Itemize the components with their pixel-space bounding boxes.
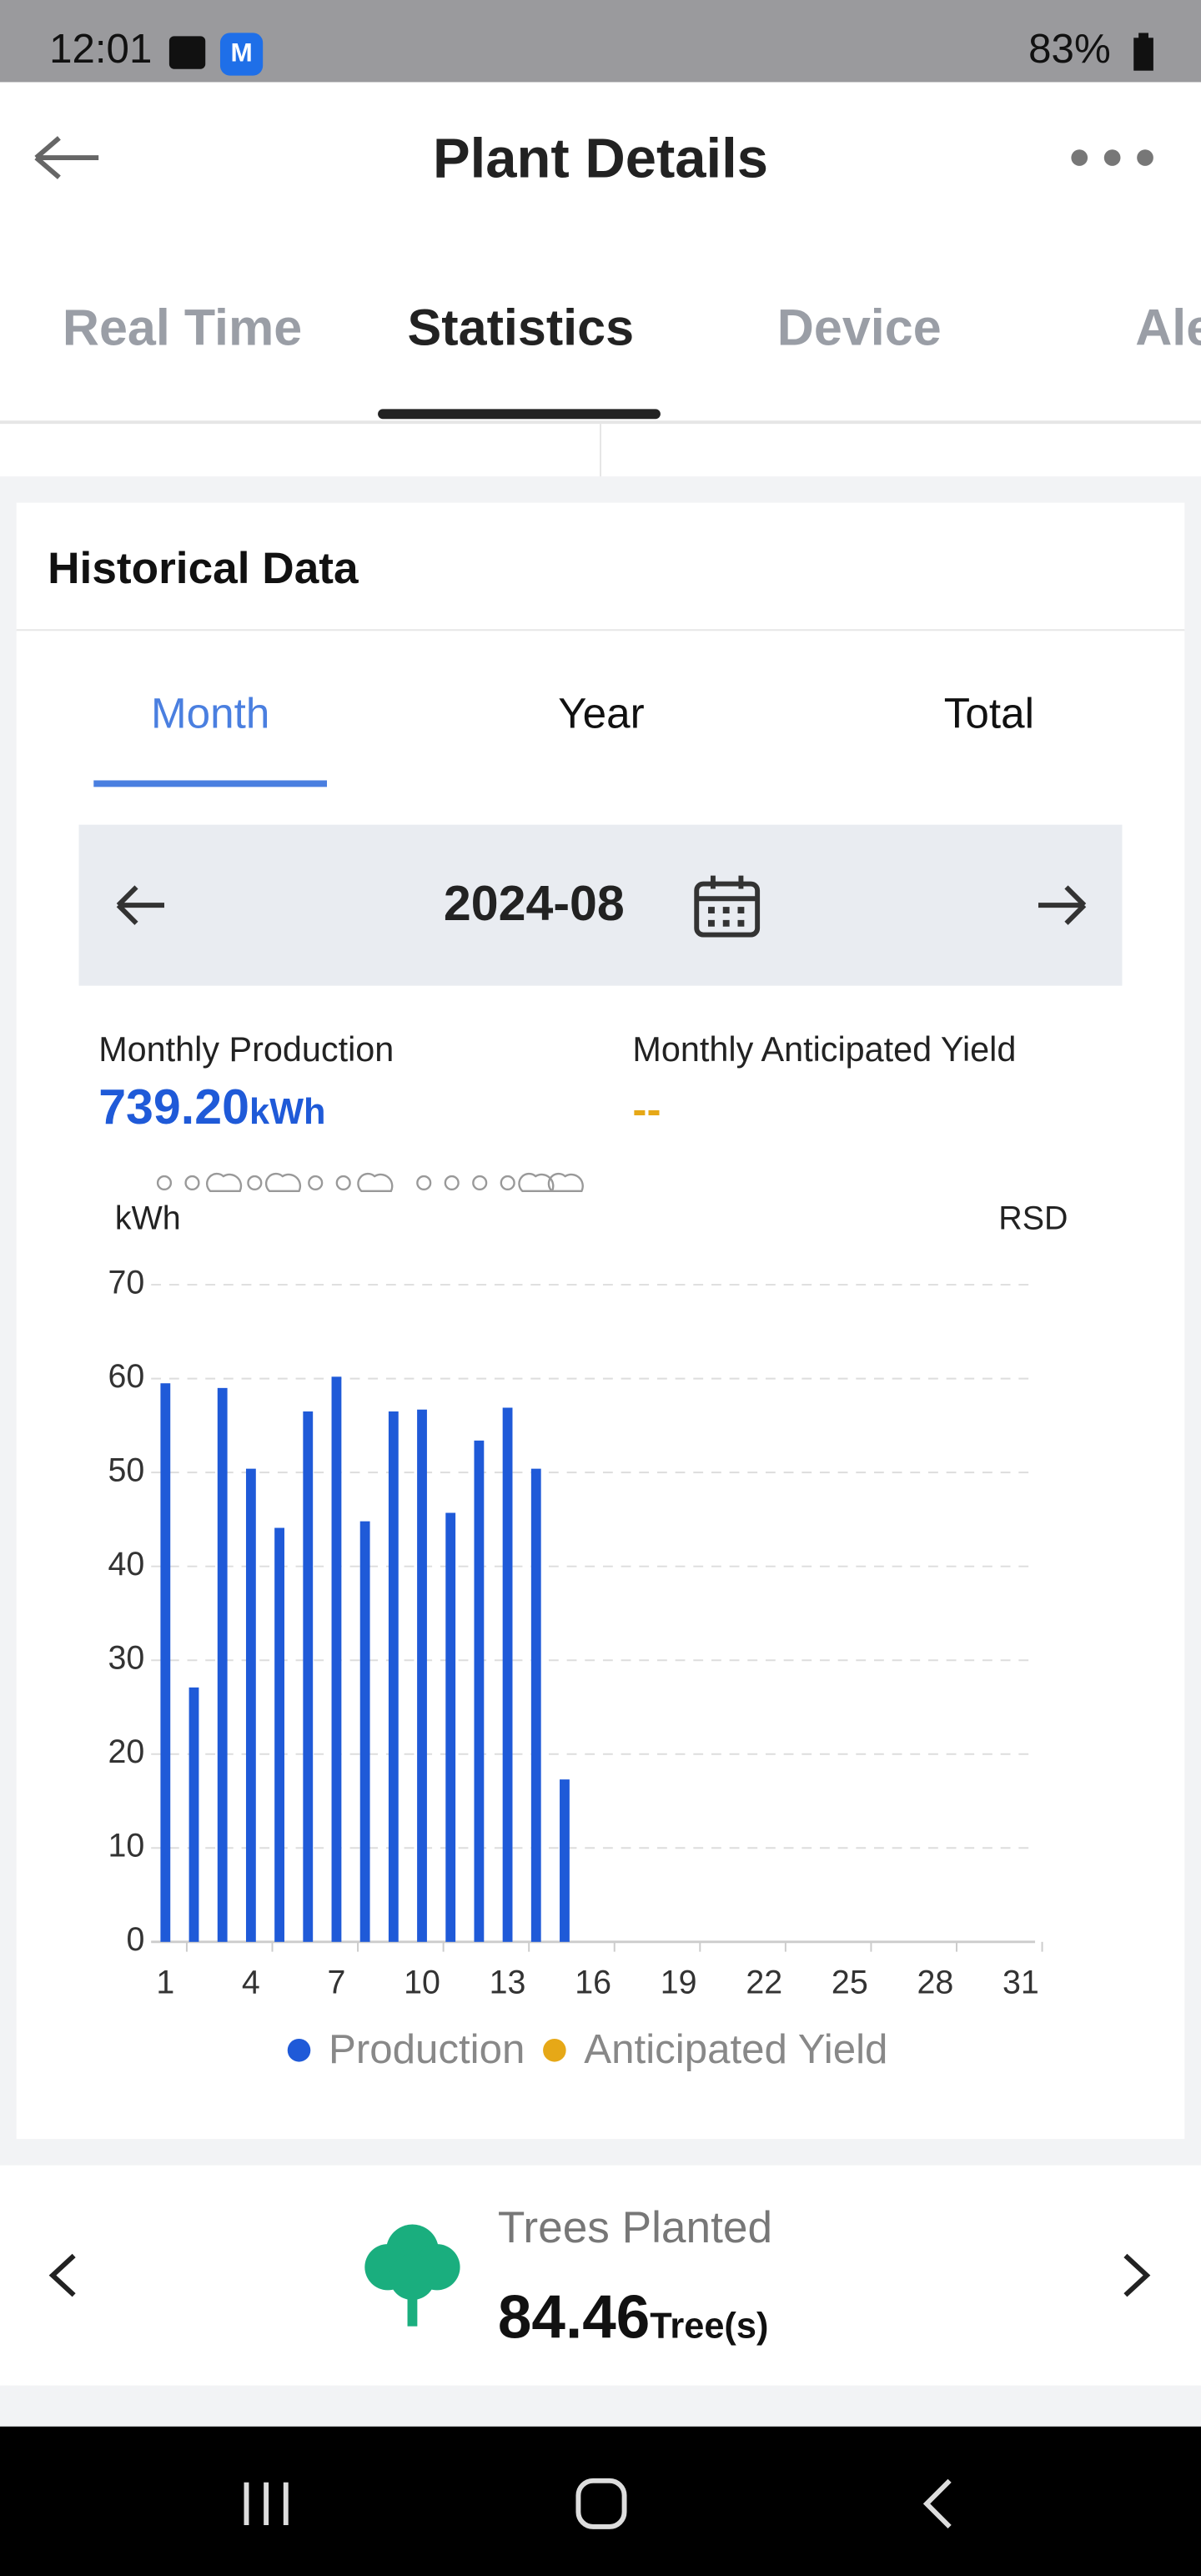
tab[interactable]: Device <box>776 299 942 357</box>
x-tick-label: 22 <box>746 1964 782 2000</box>
y-tick-label: 20 <box>108 1733 145 1770</box>
x-tick-label: 4 <box>242 1964 260 2000</box>
period-tab[interactable]: Year <box>558 688 645 738</box>
status-time: 12:01 <box>49 26 153 73</box>
x-tick-label: 1 <box>156 1964 174 2000</box>
bar <box>417 1409 427 1942</box>
divider <box>600 424 601 477</box>
tab-active[interactable]: Statistics <box>407 299 635 357</box>
x-tick-label: 28 <box>917 1964 953 2000</box>
period-tab[interactable]: Total <box>943 688 1034 738</box>
production-unit: kWh <box>249 1090 326 1132</box>
prev-date[interactable] <box>115 884 168 927</box>
bar <box>560 1779 570 1942</box>
x-tick-label: 25 <box>832 1964 868 2000</box>
bar <box>530 1468 541 1942</box>
y-tick-label: 30 <box>108 1640 145 1677</box>
tab[interactable]: Real Time <box>62 299 303 357</box>
next-date[interactable] <box>1035 884 1088 927</box>
production-label: Monthly Production <box>98 1031 394 1070</box>
bar <box>160 1383 171 1942</box>
x-tick-label: 19 <box>661 1964 697 2000</box>
divider <box>0 420 1201 425</box>
trees-value: 84.46 <box>497 2283 651 2352</box>
y-tick-label: 10 <box>108 1828 145 1864</box>
x-tick-label: 16 <box>575 1964 611 2000</box>
calendar-button[interactable] <box>693 874 762 940</box>
legend-label: Production <box>329 2026 525 2072</box>
status-icons: M <box>168 33 264 76</box>
chart: kWh RSD 0 10 20 30 40 50 60 70 1 4 7 10 13 16 19 22 25 28… <box>108 1172 1068 2072</box>
trees-unit: Tree(s) <box>650 2305 769 2347</box>
anticipated-value: -- <box>632 1084 661 1134</box>
bar <box>331 1376 342 1942</box>
bar <box>245 1468 256 1942</box>
nav-bar <box>0 2426 1201 2576</box>
bar <box>359 1521 370 1942</box>
back-button[interactable] <box>29 132 105 188</box>
x-tick-label: 7 <box>327 1964 345 2000</box>
historical-card <box>16 502 1185 2140</box>
tree-icon <box>364 2224 460 2327</box>
date-bar <box>78 824 1123 986</box>
period-indicator <box>93 780 328 787</box>
y2-axis-label: RSD <box>998 1200 1068 1237</box>
trees-total: 84.46Tree(s) <box>498 2283 769 2352</box>
divider <box>16 629 1185 631</box>
prev-card[interactable] <box>43 2251 82 2300</box>
more-button[interactable] <box>1068 144 1156 171</box>
y-tick-label: 40 <box>108 1546 145 1582</box>
x-tick-label: 31 <box>1003 1964 1039 2000</box>
section-title: Historical Data <box>48 543 359 593</box>
y-tick-label: 70 <box>108 1264 145 1301</box>
period-tab-active[interactable]: Month <box>150 688 270 738</box>
legend-marker <box>287 2039 311 2062</box>
svg-text:M: M <box>230 37 252 67</box>
trees-card <box>0 2165 1201 2386</box>
page-title: Plant Details <box>432 128 768 191</box>
weather-icons <box>156 1172 584 1192</box>
next-card[interactable] <box>1118 2251 1157 2300</box>
production-value: 739.20 <box>98 1080 249 1135</box>
bar <box>474 1440 485 1942</box>
y-tick-label: 50 <box>108 1452 145 1489</box>
y-tick-label: 0 <box>126 1921 144 1958</box>
trees-label: Trees Planted <box>497 2202 773 2253</box>
battery-level: 83% <box>1028 26 1111 73</box>
x-tick-label: 10 <box>404 1964 440 2000</box>
battery-icon <box>1133 33 1153 71</box>
anticipated-label: Monthly Anticipated Yield <box>632 1031 1017 1070</box>
y-axis-label: kWh <box>115 1200 181 1237</box>
x-tick-label: 13 <box>490 1964 526 2000</box>
bar <box>303 1411 314 1942</box>
tab-indicator <box>378 409 661 420</box>
bar <box>217 1387 228 1942</box>
tab[interactable]: Ale <box>1135 299 1201 357</box>
bar <box>445 1512 456 1942</box>
bar <box>502 1407 513 1942</box>
production-total: 739.20kWh <box>98 1081 325 1137</box>
y-tick-label: 60 <box>108 1358 145 1395</box>
date-label: 2024-08 <box>443 877 625 932</box>
legend-marker <box>543 2039 566 2062</box>
bar <box>188 1687 199 1942</box>
nav-buttons[interactable] <box>230 2473 986 2538</box>
bar <box>274 1527 284 1942</box>
legend-label: Anticipated Yield <box>584 2026 887 2072</box>
bar <box>388 1411 399 1942</box>
